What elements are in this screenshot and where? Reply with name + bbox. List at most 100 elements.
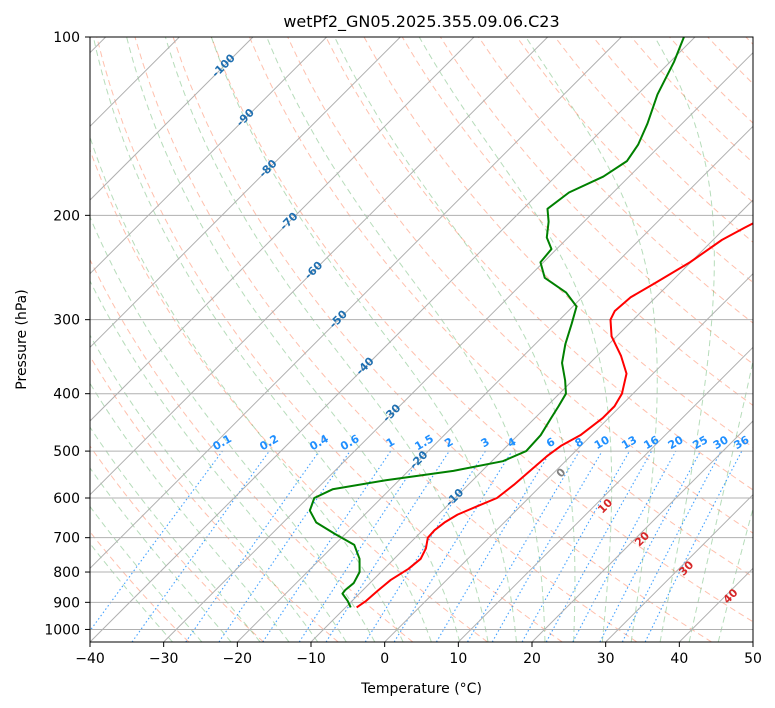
temperature-profile-line	[356, 222, 753, 609]
moist-adiabat-label: 10	[595, 496, 615, 516]
mixing-ratio-label: 0.4	[307, 432, 331, 453]
y-tick-label: 800	[53, 565, 80, 581]
dry-adiabat	[210, 37, 753, 623]
isotherm-gridline	[236, 125, 753, 642]
mixing-ratio-line	[572, 450, 677, 642]
isotherm-gridline	[605, 493, 753, 642]
mixing-ratio-label: 36	[732, 433, 752, 452]
dry-adiabat	[516, 37, 753, 284]
dry-adiabat	[745, 37, 753, 45]
axes-frame	[89, 36, 754, 643]
x-tick-label: −30	[149, 651, 179, 667]
x-tick-label: 10	[449, 651, 467, 667]
mixing-ratio-line	[90, 450, 223, 632]
mixing-ratio-label: 3	[479, 435, 492, 450]
mixing-ratio-line	[521, 450, 630, 642]
mixing-ratio-line	[545, 450, 653, 642]
isotherm-gridline	[90, 37, 401, 349]
dry-adiabat	[325, 37, 753, 491]
mixing-ratio-label: 1.5	[413, 432, 436, 453]
x-tick-label: −40	[75, 651, 105, 667]
dry-adiabat	[172, 37, 712, 642]
y-tick-label: 900	[53, 595, 80, 611]
mixing-ratio-line	[218, 450, 351, 642]
dry-adiabat	[96, 37, 563, 642]
isotherm-gridline	[752, 641, 753, 642]
moist-adiabat	[126, 37, 461, 642]
isotherm-gridline	[90, 37, 622, 570]
x-tick-label: −20	[223, 651, 253, 667]
mixing-ratio-label: 4	[505, 435, 518, 450]
mixing-ratio-line	[185, 450, 320, 642]
y-axis-title: Pressure (hPa)	[14, 289, 30, 389]
dry-adiabat	[90, 355, 339, 642]
y-tick-label: 700	[53, 531, 80, 547]
x-tick-label: 20	[523, 651, 541, 667]
isotherm-gridline	[678, 567, 753, 642]
mixing-ratio-line	[298, 450, 425, 642]
moist-adiabat	[90, 135, 404, 642]
moist-adiabat-label: 30	[676, 558, 696, 578]
moist-adiabat	[164, 37, 489, 642]
y-tick-label: 1000	[44, 622, 80, 638]
mixing-ratio-label: 0.6	[338, 432, 362, 453]
isotherm-gridline	[90, 37, 549, 496]
moist-adiabat	[525, 37, 658, 642]
moist-adiabat	[418, 37, 613, 642]
x-tick-label: −10	[296, 651, 326, 667]
dewpoint-profile-line	[308, 37, 685, 608]
mixing-ratio-line	[131, 450, 270, 642]
mixing-ratio-line	[435, 450, 552, 642]
isotherm-gridline	[384, 272, 753, 642]
dry-adiabat	[90, 258, 414, 642]
plot-area: -100-90-80-70-60-50-40-30-20-100.1 0.2 0.4…	[90, 37, 753, 642]
y-tick-label: 600	[53, 491, 80, 507]
isotherm-gridline	[90, 37, 475, 422]
moist-adiabat	[90, 426, 261, 642]
mixing-ratio-label: 2	[442, 435, 455, 450]
dry-adiabat	[669, 37, 753, 124]
y-tick-label: 300	[53, 313, 80, 329]
dry-adiabat	[90, 148, 488, 642]
isotherm-gridline	[90, 37, 696, 642]
moist-adiabat	[90, 215, 376, 642]
y-tick-label: 100	[53, 30, 80, 46]
moist-adiabat	[717, 506, 753, 642]
mixing-ratio-label: 1	[384, 435, 397, 450]
moist-adiabat	[210, 37, 517, 642]
moist-adiabat-label: 20	[632, 529, 652, 549]
moist-adiabat	[334, 37, 576, 642]
moist-adiabat	[90, 505, 203, 642]
moist-adiabat	[688, 358, 753, 642]
mixing-ratio-line	[644, 450, 743, 642]
isotherm-gridline	[163, 51, 753, 642]
mixing-ratio-line	[262, 450, 392, 642]
isotherm-gridline	[531, 420, 753, 642]
dry-adiabat	[90, 445, 264, 642]
mixing-ratio-label: 30	[711, 433, 731, 452]
isotherm-gridline	[90, 37, 254, 201]
dry-adiabat	[592, 37, 753, 203]
mixing-ratio-label: 6	[544, 435, 557, 450]
mixing-ratio-line	[393, 450, 513, 642]
x-tick-label: 40	[670, 651, 688, 667]
mixing-ratio-line	[325, 450, 450, 642]
y-tick-label: 500	[53, 444, 80, 460]
mixing-ratio-label: 16	[641, 433, 661, 452]
x-axis-title: Temperature (°C)	[360, 681, 482, 697]
moist-adiabat	[90, 467, 232, 642]
isotherm-gridline	[457, 346, 753, 642]
moist-adiabat	[90, 542, 173, 642]
y-tick-label: 400	[53, 387, 80, 403]
moist-adiabat	[266, 37, 546, 642]
mixing-ratio-line	[599, 450, 702, 642]
plot-frame	[89, 36, 754, 643]
isotherm-gridline	[310, 199, 753, 642]
chart-title: wetPf2_GN05.2025.355.09.06.C23	[283, 12, 559, 32]
dry-adiabat	[439, 37, 753, 365]
x-tick-label: 30	[597, 651, 615, 667]
isotherm-gridline	[90, 37, 328, 275]
moist-adiabat	[90, 382, 290, 642]
moist-adiabat	[92, 37, 432, 642]
